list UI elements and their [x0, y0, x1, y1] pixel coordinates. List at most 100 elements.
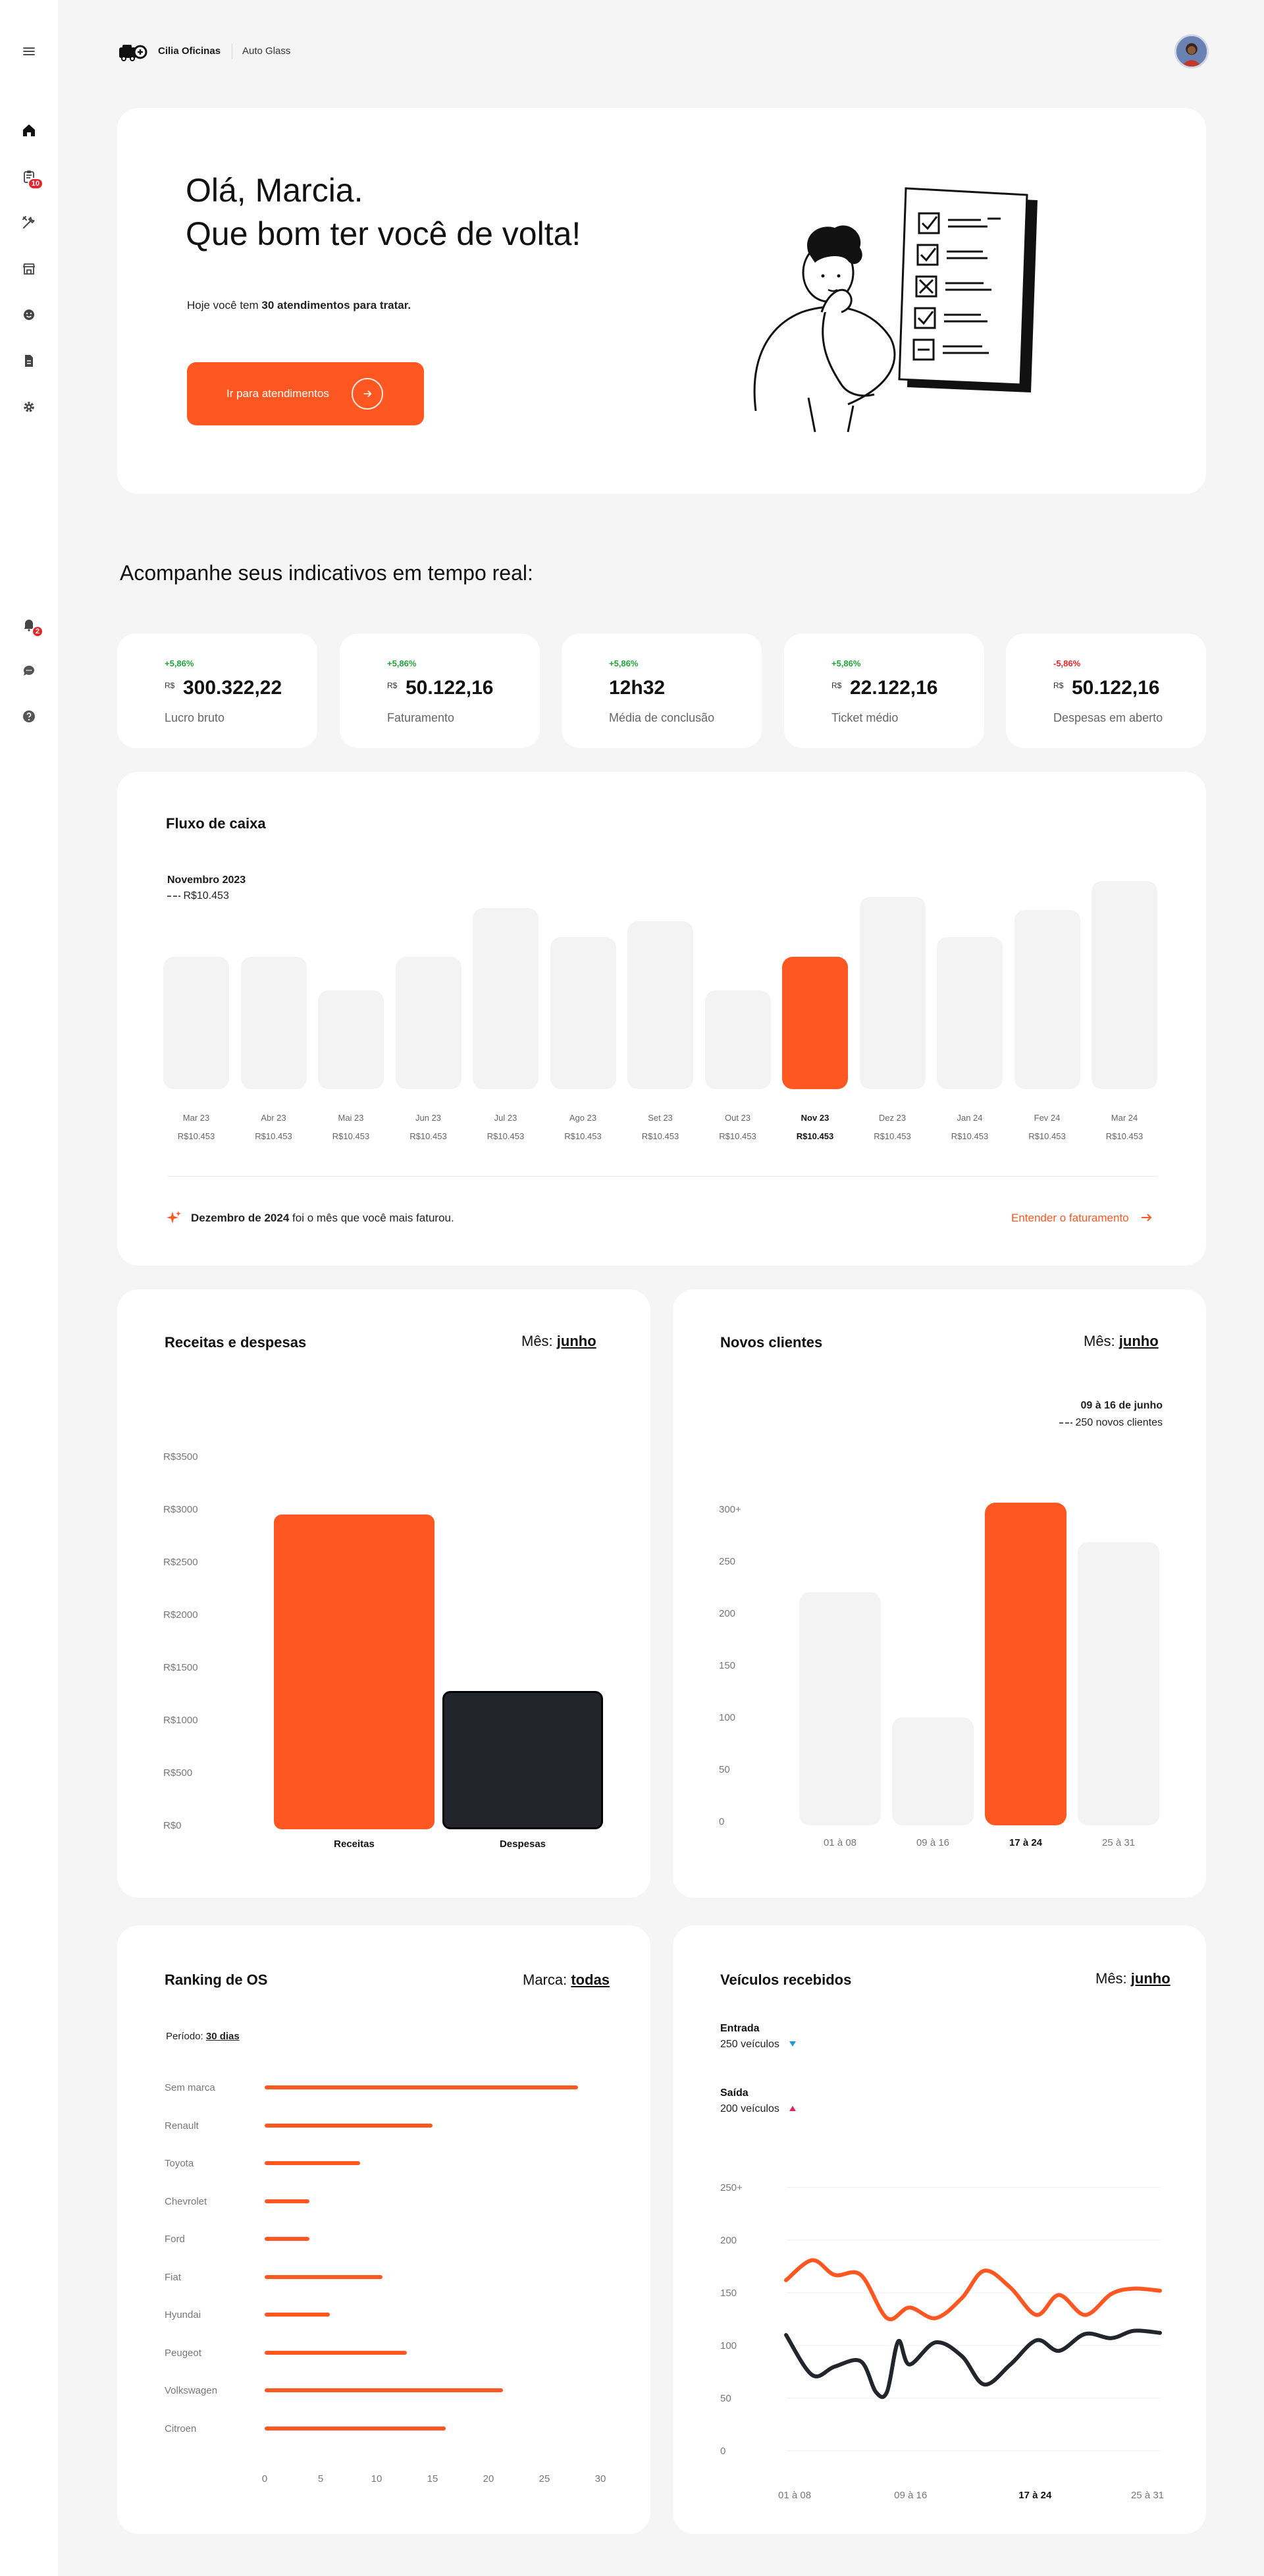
cash-flow-value-label: R$10.453: [1105, 1131, 1144, 1141]
ranking-bar[interactable]: [265, 2123, 433, 2128]
new-clients-bar[interactable]: [985, 1503, 1066, 1825]
y-axis-tick: 50: [720, 2393, 731, 2404]
kpi-delta: +5,86%: [609, 658, 639, 668]
y-axis-tick: R$2500: [163, 1557, 198, 1568]
cash-flow-bar[interactable]: [704, 990, 771, 1089]
store-icon[interactable]: [18, 258, 40, 279]
cash-flow-month-label: Jun 23: [415, 1113, 442, 1123]
y-axis-tick: 150: [719, 1660, 736, 1671]
kpi-card-lucro-bruto[interactable]: +5,86% R$ 300.322,22 Lucro bruto: [117, 633, 317, 748]
y-axis-tick: 200: [720, 2235, 737, 2246]
workshop-name[interactable]: Auto Glass: [242, 45, 291, 57]
understand-revenue-link[interactable]: Entender o faturamento: [1011, 1212, 1153, 1225]
cash-flow-month-label: Out 23: [724, 1113, 751, 1123]
cash-flow-bar[interactable]: [937, 936, 1003, 1089]
period-selector[interactable]: Período: 30 dias: [166, 2031, 240, 2042]
go-to-appointments-button[interactable]: Ir para atendimentos: [187, 362, 424, 425]
month-selector[interactable]: Mês: junho: [1095, 1970, 1171, 1987]
welcome-card: Olá, Marcia. Que bom ter você de volta! …: [117, 108, 1206, 494]
cash-flow-bar[interactable]: [318, 990, 384, 1089]
ranking-brand-label: Citroen: [165, 2423, 197, 2434]
y-axis-tick: 100: [720, 2340, 737, 2351]
orders-icon[interactable]: 10: [18, 166, 43, 190]
kpi-value: 50.122,16: [1072, 677, 1160, 699]
brand-selector-value: todas: [571, 1972, 610, 1988]
cash-flow-bar[interactable]: [395, 957, 461, 1089]
cash-flow-bar[interactable]: [1014, 910, 1080, 1089]
chat-icon[interactable]: [18, 660, 40, 681]
bar-despesas[interactable]: [442, 1691, 603, 1829]
avatar[interactable]: [1174, 34, 1209, 68]
document-icon[interactable]: [18, 350, 40, 371]
y-axis-tick: 200: [719, 1608, 736, 1619]
cash-flow-bar[interactable]: [163, 957, 229, 1089]
y-axis-tick: R$1500: [163, 1662, 198, 1673]
cash-flow-value-label: R$10.453: [796, 1131, 834, 1141]
help-icon[interactable]: [18, 706, 40, 727]
tools-icon[interactable]: [18, 212, 40, 233]
cash-flow-bar[interactable]: [550, 936, 616, 1089]
ranking-bar[interactable]: [265, 2313, 330, 2317]
vehicles-in-legend: Entrada 250 veículos: [720, 2023, 797, 2051]
cash-flow-bar[interactable]: [473, 907, 539, 1089]
cash-flow-bar[interactable]: [627, 921, 693, 1089]
ranking-bar[interactable]: [265, 2085, 578, 2089]
cash-flow-bar[interactable]: [240, 957, 307, 1089]
x-axis-label: 25 à 31: [1101, 1837, 1136, 1848]
notifications-icon[interactable]: 2: [18, 614, 43, 637]
kpi-card-media-conclusao[interactable]: +5,86% 12h32 Média de conclusão: [562, 633, 762, 748]
new-clients-bar[interactable]: [799, 1592, 881, 1825]
notifications-badge: 2: [31, 626, 43, 637]
y-axis-tick: R$3500: [163, 1451, 198, 1462]
ranking-bar[interactable]: [265, 2274, 382, 2279]
ranking-bar[interactable]: [265, 2161, 360, 2165]
month-selector-label: Mês:: [1095, 1970, 1131, 1987]
brand-selector[interactable]: Marca: todas: [523, 1972, 610, 1989]
vehicles-title: Veículos recebidos: [720, 1972, 852, 1988]
cash-flow-bar[interactable]: [782, 957, 848, 1089]
kpi-card-despesas-aberto[interactable]: -5,86% R$ 50.122,16 Despesas em aberto: [1006, 633, 1206, 748]
section-title: Acompanhe seus indicativos em tempo real…: [120, 561, 533, 585]
best-month-text: foi o mês que você mais faturou.: [289, 1212, 454, 1224]
x-axis-label: Receitas: [334, 1838, 375, 1850]
ranking-bar[interactable]: [265, 2237, 309, 2241]
home-icon[interactable]: [18, 120, 40, 141]
kpi-delta: -5,86%: [1053, 658, 1081, 668]
y-axis-tick: 300+: [719, 1504, 741, 1515]
cash-flow-bar[interactable]: [1092, 880, 1157, 1089]
cash-flow-value-label: R$10.453: [641, 1131, 679, 1141]
kpi-value: 22.122,16: [850, 677, 938, 699]
y-axis-tick: R$1000: [163, 1715, 198, 1726]
kpi-currency: R$: [831, 681, 842, 690]
ranking-bar[interactable]: [265, 2350, 407, 2355]
month-selector[interactable]: Mês: junho: [521, 1333, 596, 1350]
kpi-label: Média de conclusão: [609, 711, 715, 724]
cash-flow-month-label: Mar 23: [182, 1113, 210, 1123]
x-axis-label: 17 à 24: [1009, 1837, 1043, 1848]
kpi-card-ticket-medio[interactable]: +5,86% R$ 22.122,16 Ticket médio: [784, 633, 984, 748]
x-axis-tick: 15: [427, 2473, 438, 2484]
new-clients-count: 250 novos clientes: [1075, 1417, 1163, 1428]
new-clients-bar[interactable]: [1078, 1542, 1159, 1825]
arrow-up-icon: [789, 2106, 797, 2111]
smile-icon[interactable]: [18, 304, 40, 325]
new-clients-count-row: 250 novos clientes: [1059, 1417, 1163, 1429]
pending-summary-count: 30 atendimentos para tratar.: [261, 299, 411, 311]
kpi-label: Faturamento: [387, 711, 455, 724]
kpi-card-faturamento[interactable]: +5,86% R$ 50.122,16 Faturamento: [340, 633, 540, 748]
x-axis-label: 17 à 24: [1018, 2490, 1052, 2501]
line-series-entrada: [784, 2258, 1162, 2322]
bar-receitas[interactable]: [274, 1514, 434, 1829]
cash-flow-bar[interactable]: [859, 896, 926, 1089]
cash-flow-selected-amount: R$10.453: [183, 890, 229, 901]
new-clients-bar[interactable]: [892, 1717, 974, 1825]
understand-revenue-label: Entender o faturamento: [1011, 1212, 1129, 1224]
kpi-value: 50.122,16: [406, 677, 494, 699]
menu-icon[interactable]: [18, 41, 40, 62]
vehicles-out-label: Saída: [720, 2087, 749, 2099]
ranking-bar[interactable]: [265, 2426, 446, 2430]
ranking-bar[interactable]: [265, 2388, 504, 2392]
month-selector[interactable]: Mês: junho: [1084, 1333, 1159, 1350]
ranking-bar[interactable]: [265, 2199, 309, 2203]
gear-icon[interactable]: [18, 396, 40, 417]
